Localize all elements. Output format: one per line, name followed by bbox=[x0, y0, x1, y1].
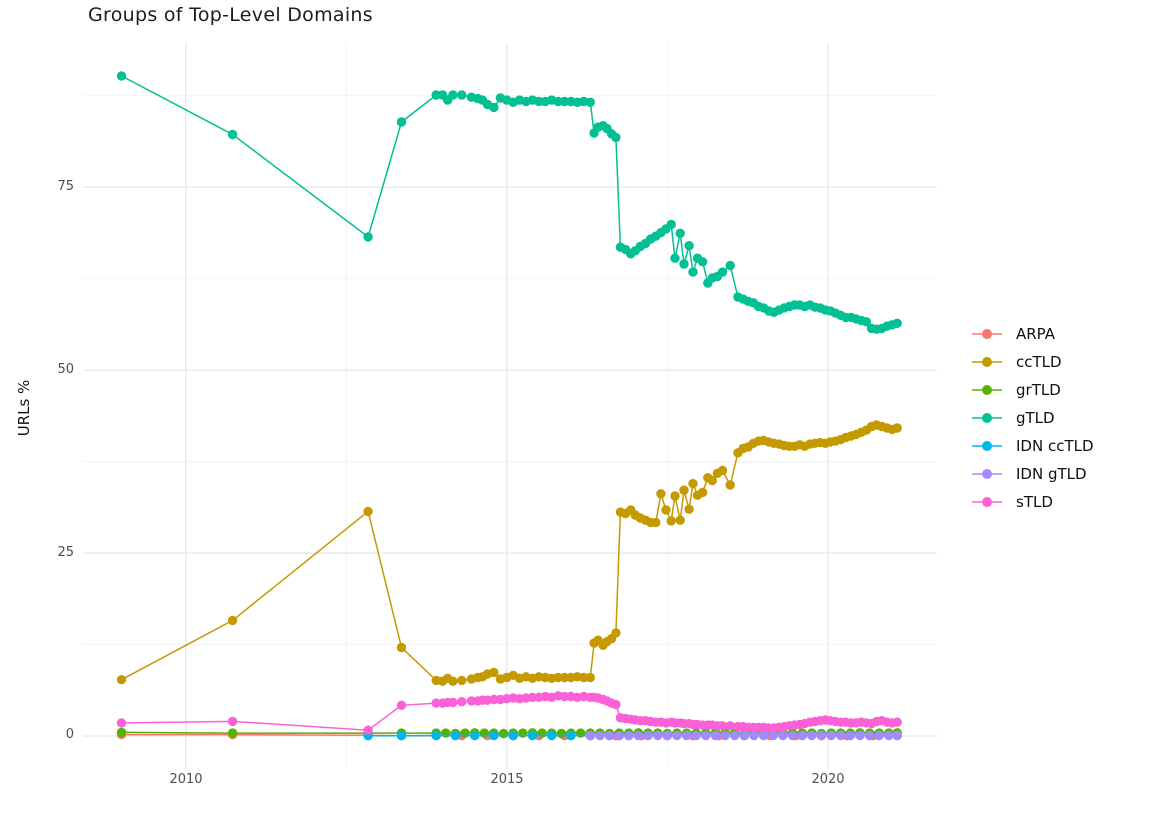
legend-key-stld bbox=[972, 497, 1002, 507]
legend-key-arpa bbox=[972, 329, 1002, 339]
x-tick-2010: 2010 bbox=[169, 772, 203, 787]
x-tick-2015: 2015 bbox=[490, 772, 524, 787]
legend-label-stld: sTLD bbox=[1016, 493, 1053, 511]
y-axis-title: URLs % bbox=[15, 379, 33, 437]
y-tick-0: 0 bbox=[65, 727, 74, 742]
legend: ARPA ccTLD grTLD gTLD IDN ccTLD IDN gTLD… bbox=[972, 325, 1094, 511]
legend-label-grtld: grTLD bbox=[1016, 381, 1061, 399]
legend-label-gtld: gTLD bbox=[1016, 409, 1055, 427]
legend-key-grtld bbox=[972, 385, 1002, 395]
series-stld bbox=[116, 691, 902, 735]
series-gtld bbox=[116, 71, 902, 334]
chart-title: Groups of Top-Level Domains bbox=[88, 4, 373, 26]
series-cctld bbox=[116, 420, 902, 686]
series-idn-gtld bbox=[585, 730, 902, 741]
y-tick-50: 50 bbox=[57, 362, 74, 377]
legend-label-arpa: ARPA bbox=[1016, 325, 1056, 343]
legend-item-stld: sTLD bbox=[972, 493, 1094, 511]
legend-item-gtld: gTLD bbox=[972, 409, 1094, 427]
legend-label-cctld: ccTLD bbox=[1016, 353, 1062, 371]
y-tick-75: 75 bbox=[57, 179, 74, 194]
legend-label-idn-gtld: IDN gTLD bbox=[1016, 465, 1087, 483]
legend-item-cctld: ccTLD bbox=[972, 353, 1094, 371]
grid-minor bbox=[83, 43, 937, 769]
legend-key-idn-cctld bbox=[972, 441, 1002, 451]
legend-key-gtld bbox=[972, 413, 1002, 423]
legend-item-arpa: ARPA bbox=[972, 325, 1094, 343]
y-tick-25: 25 bbox=[57, 545, 74, 560]
grid-major bbox=[83, 43, 937, 769]
legend-key-cctld bbox=[972, 357, 1002, 367]
legend-key-idn-gtld bbox=[972, 469, 1002, 479]
legend-item-idn-cctld: IDN ccTLD bbox=[972, 437, 1094, 455]
x-tick-2020: 2020 bbox=[811, 772, 845, 787]
legend-item-grtld: grTLD bbox=[972, 381, 1094, 399]
legend-item-idn-gtld: IDN gTLD bbox=[972, 465, 1094, 483]
legend-label-idn-cctld: IDN ccTLD bbox=[1016, 437, 1094, 455]
